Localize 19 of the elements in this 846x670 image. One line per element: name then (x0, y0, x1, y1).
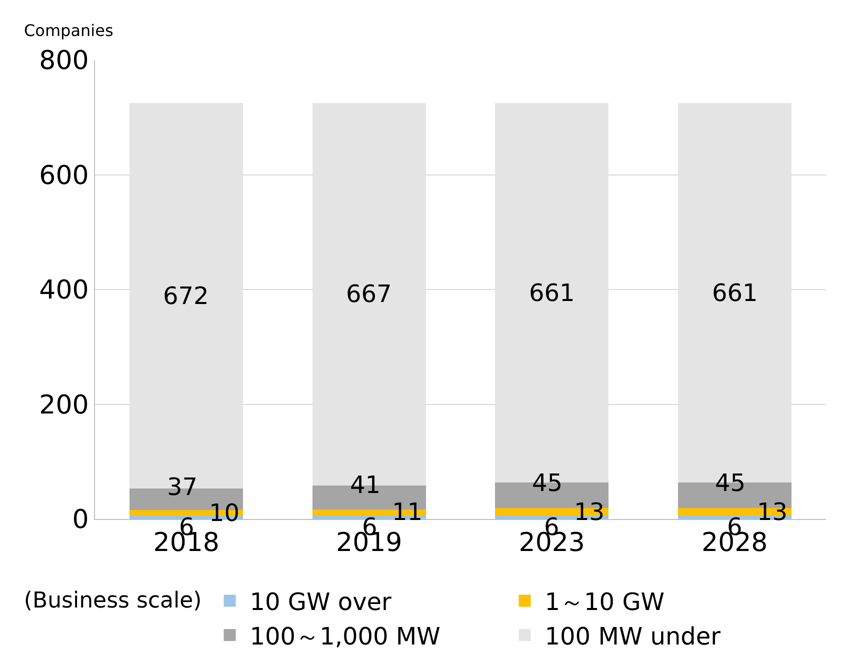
y-tick-label: 800 (39, 46, 89, 76)
data-label: 45 (532, 469, 563, 497)
legend-label: 10 GW over (250, 588, 392, 616)
data-label: 672 (163, 282, 209, 310)
y-tick-label: 0 (72, 505, 89, 536)
data-label: 41 (350, 471, 381, 499)
y-tick-label: 200 (39, 390, 89, 420)
legend-label: 100 MW under (544, 622, 721, 650)
legend-label: 100～1,000 MW (250, 622, 440, 650)
data-label: 667 (346, 280, 392, 308)
y-tick-label: 600 (39, 160, 89, 191)
legend-label: 1～10 GW (544, 588, 665, 616)
data-label: 37 (167, 473, 198, 501)
data-label: 45 (715, 469, 746, 497)
data-label: 661 (712, 279, 758, 307)
y-tick-label: 400 (39, 276, 89, 306)
data-label: 661 (529, 279, 575, 307)
y-axis-title: Companies (24, 21, 114, 40)
legend-title: (Business scale) (24, 588, 202, 614)
